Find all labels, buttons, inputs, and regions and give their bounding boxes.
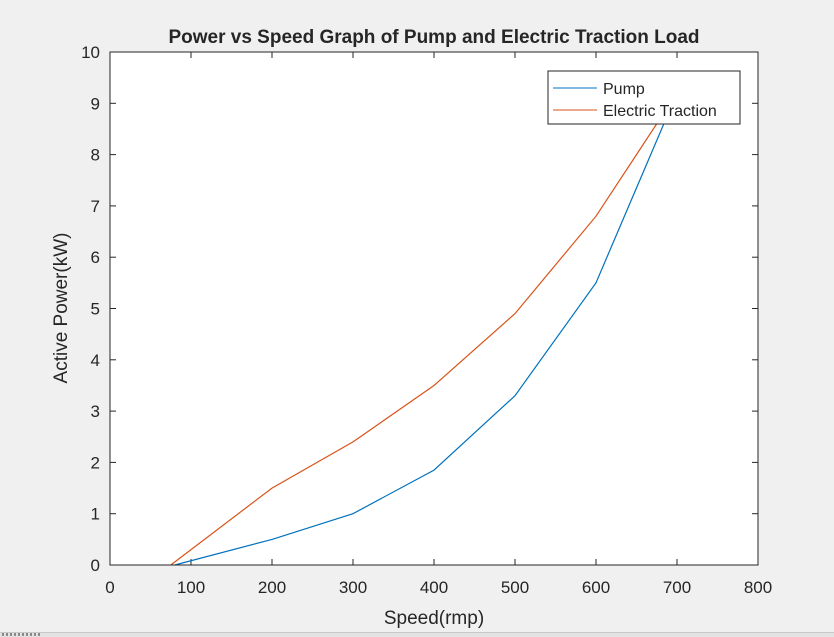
y-tick-label: 8 — [91, 146, 100, 165]
x-tick-label: 200 — [258, 578, 286, 597]
y-tick-label: 6 — [91, 248, 100, 267]
y-tick-label: 9 — [91, 94, 100, 113]
y-axis-ticks: 0 1 2 3 4 5 6 7 8 9 10 — [81, 43, 758, 575]
x-tick-label: 0 — [105, 578, 114, 597]
x-tick-label: 800 — [744, 578, 772, 597]
y-tick-label: 7 — [91, 197, 100, 216]
x-axis-label: Speed(rmp) — [384, 608, 484, 629]
x-tick-label: 100 — [177, 578, 205, 597]
series-lines — [170, 92, 678, 566]
y-tick-label: 10 — [81, 43, 100, 62]
y-tick-label: 2 — [91, 453, 100, 472]
legend: Pump Electric Traction — [547, 70, 741, 125]
x-tick-label: 500 — [501, 578, 529, 597]
x-tick-label: 400 — [420, 578, 448, 597]
x-tick-label: 300 — [339, 578, 367, 597]
plot-border — [109, 51, 759, 566]
legend-label-pump: Pump — [603, 81, 645, 98]
x-tick-label: 600 — [582, 578, 610, 597]
y-axis-label: Active Power(kW) — [51, 233, 72, 384]
window-bottom-strip — [0, 632, 834, 637]
y-tick-label: 3 — [91, 402, 100, 421]
legend-label-electric-traction: Electric Traction — [603, 103, 717, 120]
series-line-electric-traction — [170, 92, 678, 566]
y-tick-label: 4 — [91, 351, 100, 370]
x-axis-ticks: 0 100 200 300 400 500 600 700 800 — [105, 52, 772, 597]
status-dots — [2, 633, 42, 636]
x-tick-label: 700 — [663, 578, 691, 597]
chart-title: Power vs Speed Graph of Pump and Electri… — [168, 27, 699, 48]
y-tick-label: 5 — [91, 300, 100, 319]
legend-box — [547, 70, 741, 125]
y-tick-label: 1 — [91, 505, 100, 524]
y-tick-label: 0 — [91, 556, 100, 575]
plot-area — [110, 52, 758, 565]
series-line-pump — [174, 92, 678, 566]
